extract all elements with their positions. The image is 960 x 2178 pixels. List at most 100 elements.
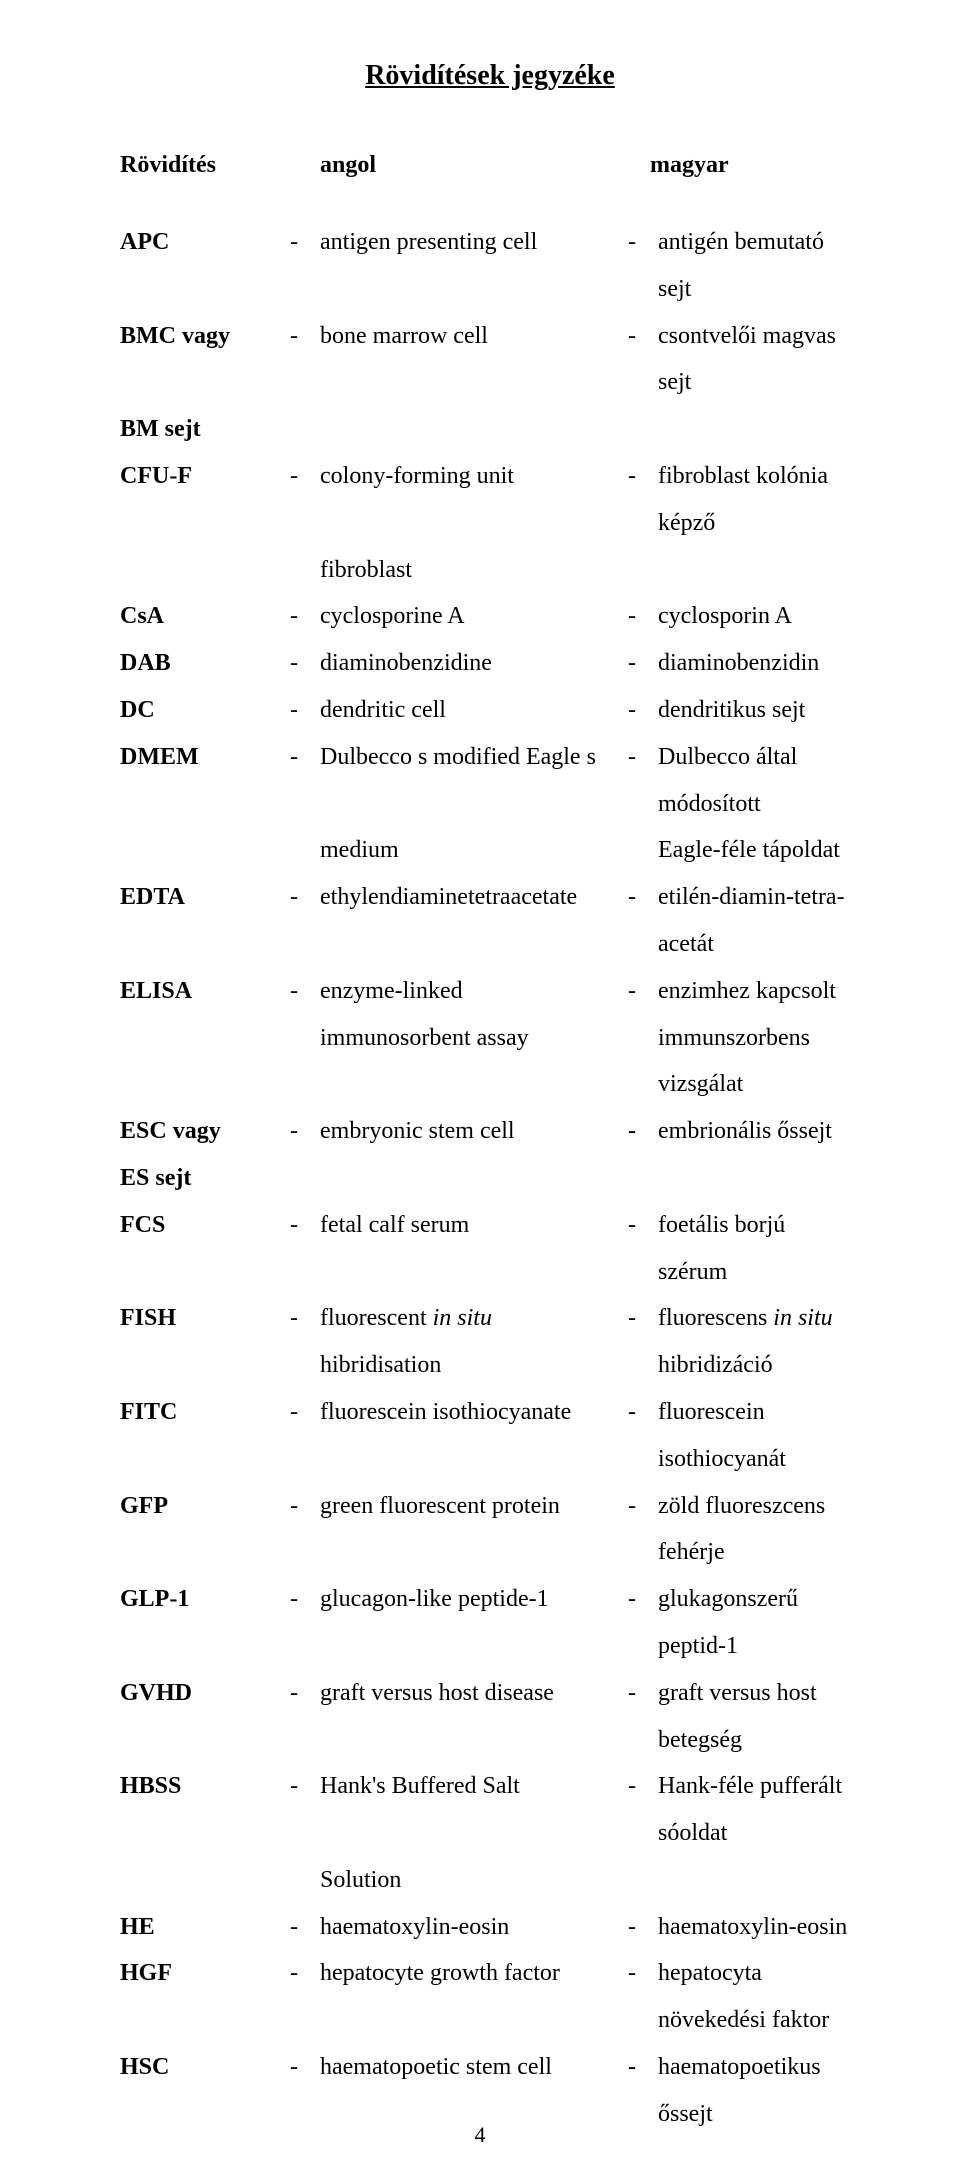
hungarian-cell: Eagle-féle tápoldat (658, 827, 860, 874)
header-hungarian: magyar (650, 152, 860, 179)
hungarian-cell: immunszorbens vizsgálat (658, 1015, 860, 1109)
dash-cell: - (290, 1483, 320, 1530)
document-page: Rövidítések jegyzéke Rövidítés angol mag… (0, 0, 960, 2178)
dash-cell: - (628, 1295, 658, 1342)
header-spacer-2 (620, 152, 650, 179)
dash-cell: - (628, 1763, 658, 1810)
english-cell: fluorescein isothiocyanate (320, 1389, 628, 1436)
english-cell: immunosorbent assay (320, 1015, 628, 1062)
english-cell: ethylendiaminetetraacetate (320, 874, 628, 921)
dash-cell: - (290, 1389, 320, 1436)
dash-cell: - (628, 219, 658, 266)
dash-cell: - (290, 1904, 320, 1951)
page-number: 4 (0, 2122, 960, 2148)
abbr-cell: DC (120, 687, 290, 734)
abbr-cell: FITC (120, 1389, 290, 1436)
abbr-cell: DAB (120, 640, 290, 687)
dash-cell: - (290, 687, 320, 734)
abbr-cell: HE (120, 1904, 290, 1951)
hungarian-cell: zöld fluoreszcens fehérje (658, 1483, 860, 1577)
dash-cell: - (628, 1389, 658, 1436)
english-cell: hibridisation (320, 1342, 628, 1389)
abbr-cell: ESC vagy (120, 1108, 290, 1155)
dash-cell: - (290, 593, 320, 640)
dash-cell: - (628, 874, 658, 921)
dash-cell: - (628, 734, 658, 781)
dash-cell: - (628, 593, 658, 640)
dash-cell: - (628, 1950, 658, 1997)
abbr-cell: CsA (120, 593, 290, 640)
hungarian-cell: glukagonszerű peptid-1 (658, 1576, 860, 1670)
table-row: BM sejt (120, 406, 860, 453)
abbr-cell: GLP-1 (120, 1576, 290, 1623)
english-cell: graft versus host disease (320, 1670, 628, 1717)
dash-cell: - (290, 1763, 320, 1810)
abbr-cell: DMEM (120, 734, 290, 781)
dash-cell: - (628, 687, 658, 734)
dash-cell: - (290, 1576, 320, 1623)
hungarian-cell: graft versus host betegség (658, 1670, 860, 1764)
english-cell: Hank's Buffered Salt (320, 1763, 628, 1810)
abbr-cell: APC (120, 219, 290, 266)
english-cell: fluorescent in situ (320, 1295, 628, 1342)
page-title: Rövidítések jegyzéke (120, 60, 860, 92)
english-cell: dendritic cell (320, 687, 628, 734)
english-cell: bone marrow cell (320, 313, 628, 360)
hungarian-cell: hepatocyta növekedési faktor (658, 1950, 860, 2044)
hungarian-cell: embrionális őssejt (658, 1108, 860, 1155)
table-row: CFU-F-colony-forming unit-fibroblast kol… (120, 453, 860, 547)
english-cell: diaminobenzidine (320, 640, 628, 687)
abbr-cell: HSC (120, 2044, 290, 2091)
dash-cell: - (628, 968, 658, 1015)
abbr-cell: GFP (120, 1483, 290, 1530)
dash-cell: - (628, 313, 658, 360)
header-english: angol (320, 152, 620, 179)
dash-cell: - (290, 1670, 320, 1717)
abbreviation-list: APC-antigen presenting cell-antigén bemu… (120, 219, 860, 2138)
dash-cell: - (290, 453, 320, 500)
dash-cell: - (290, 874, 320, 921)
table-row: ES sejt (120, 1155, 860, 1202)
english-cell: colony-forming unit (320, 453, 628, 500)
dash-cell: - (290, 640, 320, 687)
hungarian-cell: csontvelői magvas sejt (658, 313, 860, 407)
table-row: Solution (120, 1857, 860, 1904)
english-cell: antigen presenting cell (320, 219, 628, 266)
hungarian-cell: diaminobenzidin (658, 640, 860, 687)
dash-cell: - (290, 968, 320, 1015)
dash-cell: - (628, 1483, 658, 1530)
abbr-cell: ES sejt (120, 1155, 290, 1202)
table-row: FCS-fetal calf serum-foetális borjú szér… (120, 1202, 860, 1296)
table-row: CsA-cyclosporine A-cyclosporin A (120, 593, 860, 640)
hungarian-cell: hibridizáció (658, 1342, 860, 1389)
dash-cell: - (290, 734, 320, 781)
dash-cell: - (628, 1670, 658, 1717)
hungarian-cell: Dulbecco által módosított (658, 734, 860, 828)
dash-cell: - (628, 640, 658, 687)
english-cell: fetal calf serum (320, 1202, 628, 1249)
dash-cell: - (290, 313, 320, 360)
table-row: HE-haematoxylin-eosin-haematoxylin-eosin (120, 1904, 860, 1951)
hungarian-cell: Hank-féle pufferált sóoldat (658, 1763, 860, 1857)
dash-cell: - (290, 1950, 320, 1997)
hungarian-cell: fibroblast kolónia képző (658, 453, 860, 547)
abbr-cell: HBSS (120, 1763, 290, 1810)
dash-cell: - (628, 453, 658, 500)
table-row: immunosorbent assay immunszorbens vizsgál… (120, 1015, 860, 1109)
table-row: ELISA-enzyme-linked-enzimhez kapcsolt (120, 968, 860, 1015)
hungarian-cell: fluorescens in situ (658, 1295, 860, 1342)
table-row: HBSS-Hank's Buffered Salt-Hank-féle puff… (120, 1763, 860, 1857)
dash-cell: - (628, 1904, 658, 1951)
table-row: ESC vagy-embryonic stem cell-embrionális… (120, 1108, 860, 1155)
table-row: FITC-fluorescein isothiocyanate-fluoresc… (120, 1389, 860, 1483)
english-cell: glucagon-like peptide-1 (320, 1576, 628, 1623)
hungarian-cell: dendritikus sejt (658, 687, 860, 734)
table-row: DAB-diaminobenzidine-diaminobenzidin (120, 640, 860, 687)
table-row: GVHD-graft versus host disease-graft ver… (120, 1670, 860, 1764)
dash-cell: - (290, 2044, 320, 2091)
english-cell: Dulbecco s modified Eagle s (320, 734, 628, 781)
english-cell: Solution (320, 1857, 628, 1904)
dash-cell: - (290, 219, 320, 266)
table-header-row: Rövidítés angol magyar (120, 152, 860, 179)
hungarian-cell: cyclosporin A (658, 593, 860, 640)
